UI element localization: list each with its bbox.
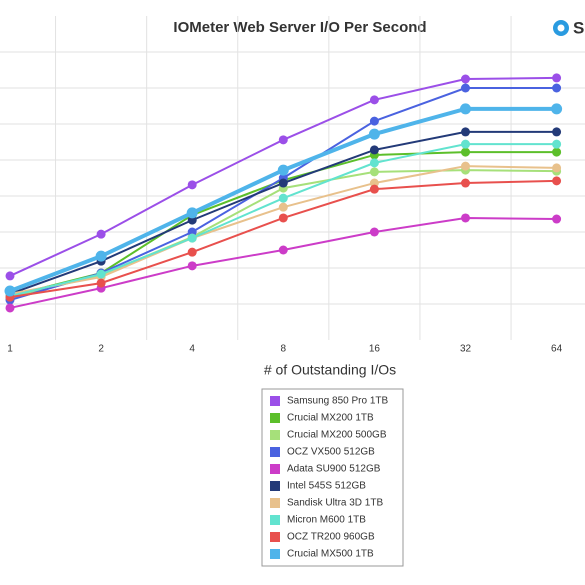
data-point — [96, 278, 106, 288]
data-point — [552, 214, 562, 224]
data-point — [278, 245, 288, 255]
x-tick-label: 16 — [369, 344, 381, 355]
data-point — [461, 161, 470, 171]
data-point — [369, 158, 379, 168]
legend-swatch — [270, 464, 280, 474]
data-point — [552, 73, 562, 83]
legend-swatch — [270, 515, 280, 525]
data-point — [187, 247, 197, 257]
data-point — [460, 103, 471, 115]
data-point — [461, 83, 470, 93]
data-point — [461, 127, 470, 137]
data-point — [461, 213, 470, 223]
legend-label: Crucial MX200 500GB — [287, 430, 387, 441]
data-point — [187, 233, 197, 243]
data-point — [461, 178, 470, 188]
data-point — [5, 303, 15, 313]
chart-title: IOMeter Web Server I/O Per Second — [173, 19, 426, 36]
legend-label: Samsung 850 Pro 1TB — [287, 396, 388, 407]
data-point — [461, 139, 470, 149]
data-point — [552, 83, 562, 93]
data-point — [4, 285, 16, 297]
data-point — [552, 127, 562, 137]
data-point — [187, 180, 197, 190]
data-point — [278, 213, 288, 223]
legend-label: Adata SU900 512GB — [287, 464, 381, 475]
data-point — [369, 95, 379, 105]
logo-icon-hole — [557, 24, 565, 32]
legend-swatch — [270, 430, 280, 440]
data-point — [5, 271, 15, 281]
legend-swatch — [270, 498, 280, 508]
data-point — [368, 128, 380, 140]
legend-label: OCZ TR200 960GB — [287, 532, 375, 543]
data-point — [552, 139, 562, 149]
legend-label: Crucial MX200 1TB — [287, 413, 374, 424]
x-tick-label: 1 — [7, 344, 13, 355]
legend-label: Sandisk Ultra 3D 1TB — [287, 498, 383, 509]
data-point — [552, 176, 562, 186]
data-point — [369, 184, 379, 194]
legend-swatch — [270, 396, 280, 406]
legend-label: Micron M600 1TB — [287, 515, 366, 526]
data-point — [277, 164, 289, 176]
data-point — [186, 207, 198, 219]
data-point — [552, 163, 562, 173]
legend-swatch — [270, 549, 280, 559]
legend-box — [261, 388, 404, 567]
data-point — [369, 167, 379, 177]
series-line — [9, 130, 557, 295]
data-point — [461, 74, 470, 84]
legend-swatch — [270, 481, 280, 491]
legend-label: Intel 545S 512GB — [287, 481, 366, 492]
data-point — [187, 261, 197, 271]
data-point — [369, 145, 379, 155]
data-point — [278, 202, 288, 212]
logo-text: S — [573, 18, 584, 37]
data-point — [278, 135, 288, 145]
data-point — [95, 250, 107, 262]
x-tick-label: 4 — [189, 344, 195, 355]
data-point — [369, 116, 379, 126]
data-point — [278, 178, 288, 188]
x-tick-label: 32 — [460, 344, 472, 355]
x-tick-label: 2 — [98, 344, 104, 355]
legend-swatch — [270, 413, 280, 423]
x-tick-label: 8 — [281, 344, 287, 355]
legend-swatch — [270, 447, 280, 457]
legend-label: Crucial MX500 1TB — [287, 549, 374, 560]
data-point — [461, 147, 470, 157]
data-point — [278, 193, 288, 203]
data-point — [551, 103, 563, 115]
data-point — [96, 229, 106, 239]
data-point — [96, 269, 106, 279]
data-point — [369, 227, 379, 237]
legend-swatch — [270, 532, 280, 542]
legend-label: OCZ VX500 512GB — [287, 447, 375, 458]
series-line — [9, 216, 557, 309]
data-point — [552, 147, 562, 157]
x-tick-label: 64 — [551, 344, 563, 355]
x-axis-label: # of Outstanding I/Os — [264, 362, 396, 378]
